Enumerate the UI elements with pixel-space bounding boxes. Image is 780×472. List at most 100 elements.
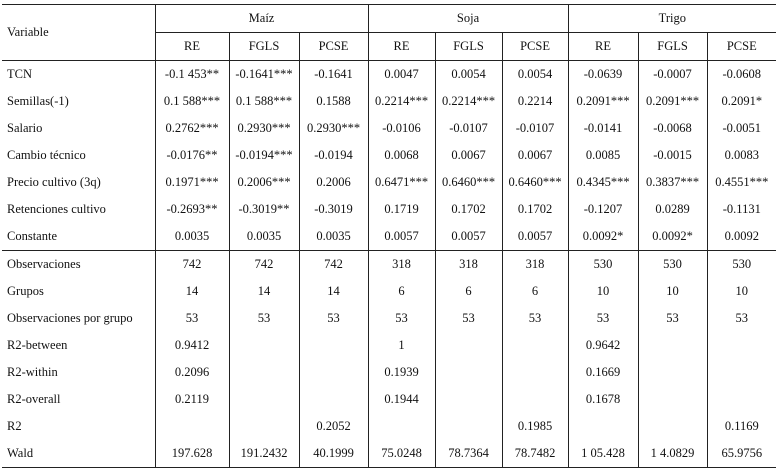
table-cell bbox=[637, 413, 708, 440]
table-cell: 742 bbox=[228, 250, 299, 278]
table-cell: 0.6460*** bbox=[501, 169, 569, 196]
table-cell: 53 bbox=[567, 305, 639, 332]
table-cell: -0.1641*** bbox=[228, 60, 299, 88]
table-cell: 0.0047 bbox=[367, 60, 436, 88]
table-cell bbox=[154, 413, 229, 440]
table-cell: 0.6471*** bbox=[367, 169, 436, 196]
table-cell: 0.1678 bbox=[567, 386, 639, 413]
row-label: R2-between bbox=[7, 338, 68, 352]
table-row: Observaciones por grupo 53 53 53 53 53 53 53 53 5… bbox=[2, 305, 777, 332]
table-cell: 1 bbox=[367, 332, 436, 359]
table-cell: 0.0092* bbox=[637, 223, 708, 251]
table-cell: 0.0035 bbox=[154, 223, 229, 251]
column-header: RE bbox=[154, 32, 229, 61]
group-header-maiz: Maíz bbox=[154, 4, 369, 33]
table-cell: -0.0068 bbox=[637, 115, 708, 142]
row-label: Grupos bbox=[7, 284, 44, 298]
table-cell: 0.2006*** bbox=[228, 169, 299, 196]
table-cell: 65.9756 bbox=[706, 440, 777, 468]
table-cell: 0.2006 bbox=[298, 169, 369, 196]
table-cell: 0.6460*** bbox=[434, 169, 503, 196]
table-cell: 75.0248 bbox=[367, 440, 436, 468]
table-cell bbox=[637, 386, 708, 413]
row-label: Semillas(-1) bbox=[7, 94, 69, 108]
table-cell: -0.1207 bbox=[567, 196, 639, 223]
column-header: FGLS bbox=[434, 32, 503, 61]
column-header: PCSE bbox=[298, 32, 369, 61]
table-cell: 530 bbox=[706, 250, 777, 278]
table-row: Grupos 14 14 14 6 6 6 10 10 10 bbox=[2, 278, 777, 305]
group-header-trigo: Trigo bbox=[567, 4, 777, 33]
table-cell: 78.7364 bbox=[434, 440, 503, 468]
table-cell bbox=[228, 386, 299, 413]
column-header: PCSE bbox=[706, 32, 777, 61]
table-cell: 0.0092 bbox=[706, 223, 777, 251]
table-cell: 0.0057 bbox=[434, 223, 503, 251]
table-cell bbox=[637, 359, 708, 386]
row-label: R2 bbox=[7, 419, 22, 433]
table-cell bbox=[706, 386, 777, 413]
table-cell: -0.0141 bbox=[567, 115, 639, 142]
table-cell bbox=[501, 359, 569, 386]
table-cell: -0.0639 bbox=[567, 60, 639, 88]
table-cell bbox=[501, 332, 569, 359]
table-cell: 53 bbox=[434, 305, 503, 332]
table-cell: 0.0035 bbox=[228, 223, 299, 251]
table-cell: 0.0054 bbox=[501, 60, 569, 88]
table-cell: 53 bbox=[637, 305, 708, 332]
table-cell: 0.1702 bbox=[501, 196, 569, 223]
row-label: Retenciones cultivo bbox=[7, 202, 106, 216]
table-cell: 0.2096 bbox=[154, 359, 229, 386]
table-cell: 53 bbox=[154, 305, 229, 332]
table-cell bbox=[298, 386, 369, 413]
column-header: FGLS bbox=[228, 32, 299, 61]
table-row: TCN -0.1 453** -0.1641*** -0.1641 0.0047 0.00… bbox=[2, 60, 777, 88]
table-cell: 0.0035 bbox=[298, 223, 369, 251]
table-cell: 53 bbox=[367, 305, 436, 332]
table-cell: 0.0083 bbox=[706, 142, 777, 169]
table-cell: 1 4.0829 bbox=[637, 440, 708, 468]
group-header-soja: Soja bbox=[367, 4, 569, 33]
table-cell: 0.4345*** bbox=[567, 169, 639, 196]
table-cell: 10 bbox=[637, 278, 708, 305]
variable-header: Variable bbox=[2, 4, 155, 61]
table-cell: 0.1944 bbox=[367, 386, 436, 413]
table-cell: -0.0051 bbox=[706, 115, 777, 142]
table-row: R2-overall 0.2119 0.1944 0.1678 bbox=[2, 386, 777, 413]
table-cell: 742 bbox=[154, 250, 229, 278]
table-cell: 0.1985 bbox=[501, 413, 569, 440]
table-cell: 0.0085 bbox=[567, 142, 639, 169]
table-cell: -0.0107 bbox=[434, 115, 503, 142]
table-cell: 14 bbox=[298, 278, 369, 305]
table-cell: 10 bbox=[567, 278, 639, 305]
regression-results-table: Variable Maíz Soja Trigo RE FGLS PCSE RE… bbox=[2, 4, 777, 468]
table-cell: 0.2119 bbox=[154, 386, 229, 413]
table-cell: -0.1 453** bbox=[154, 60, 229, 88]
row-label: Cambio técnico bbox=[7, 148, 86, 162]
table-cell: 14 bbox=[154, 278, 229, 305]
table-cell: 0.1588 bbox=[298, 88, 369, 115]
table-cell: 0.0057 bbox=[367, 223, 436, 251]
table-cell: -0.0194 bbox=[298, 142, 369, 169]
row-label: Wald bbox=[2, 440, 155, 468]
table-cell: -0.2693** bbox=[154, 196, 229, 223]
table-cell: 0.0092* bbox=[567, 223, 639, 251]
table-cell: -0.0015 bbox=[637, 142, 708, 169]
table-cell: 0.2214*** bbox=[367, 88, 436, 115]
table-cell: -0.0194*** bbox=[228, 142, 299, 169]
table-cell bbox=[228, 359, 299, 386]
table-cell: 0.1169 bbox=[706, 413, 777, 440]
table-cell: 0.3837*** bbox=[637, 169, 708, 196]
table-row: Retenciones cultivo -0.2693** -0.3019** -0.… bbox=[2, 196, 777, 223]
table-cell: 0.2214 bbox=[501, 88, 569, 115]
row-label: R2-within bbox=[7, 365, 58, 379]
table-cell: 0.2091*** bbox=[637, 88, 708, 115]
table-cell: 0.0054 bbox=[434, 60, 503, 88]
table-cell: 53 bbox=[501, 305, 569, 332]
row-label: Salario bbox=[7, 121, 43, 135]
row-label: Observaciones por grupo bbox=[7, 311, 133, 325]
table-row: Constante 0.0035 0.0035 0.0035 0.0057 0.0057 0… bbox=[2, 223, 777, 251]
table-cell: 53 bbox=[706, 305, 777, 332]
table-cell: -0.0608 bbox=[706, 60, 777, 88]
